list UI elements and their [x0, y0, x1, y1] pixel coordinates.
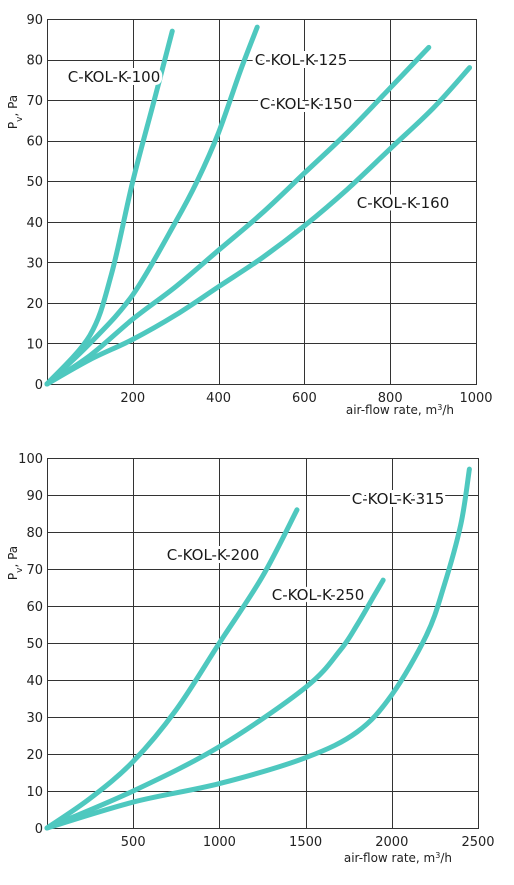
top-y-tick-label: 90 [26, 13, 43, 28]
curve-label-c-kol-k-125: C-KOL-K-125 [255, 51, 348, 69]
curve-c-kol-k-160 [44, 65, 473, 387]
bottom-y-tick-label: 90 [26, 489, 43, 504]
top-x-tick-label: 200 [120, 391, 145, 406]
curve-label-c-kol-k-100: C-KOL-K-100 [68, 68, 161, 86]
top-x-tick-label: 800 [378, 391, 403, 406]
curve-c-kol-k-150 [44, 44, 432, 387]
bottom-y-tick-label: 70 [26, 563, 43, 578]
top-y-tick-label: 60 [26, 135, 43, 150]
top-plot-frame [47, 19, 477, 385]
bottom-y-axis-title: Pv, Pa [6, 546, 25, 580]
top-y-tick-label: 50 [26, 175, 43, 190]
bottom-x-tick-label: 500 [121, 835, 146, 850]
curve-c-kol-k-125 [44, 24, 260, 387]
bottom-y-tick-label: 0 [35, 822, 43, 837]
bottom-x-axis-title: air-flow rate, m3/h [344, 851, 452, 866]
top-y-tick-label: 30 [26, 256, 43, 271]
top-chart: 0 10 20 30 40 50 60 70 80 90 200 400 600 800 1000 C-KOL… [26, 13, 492, 406]
bottom-y-tick-label: 50 [26, 637, 43, 652]
curve-c-kol-k-200 [44, 507, 300, 831]
bottom-y-tick-label: 40 [26, 674, 43, 689]
bottom-y-tick-label: 60 [26, 600, 43, 615]
top-x-tick-label: 400 [206, 391, 231, 406]
curve-c-kol-k-250 [44, 577, 386, 831]
top-x-tick-label: 1000 [459, 391, 492, 406]
bottom-y-tick-label: 20 [26, 748, 43, 763]
top-x-tick-label: 600 [292, 391, 317, 406]
top-y-tick-label: 20 [26, 297, 43, 312]
curve-label-c-kol-k-315: C-KOL-K-315 [352, 490, 445, 508]
bottom-x-tick-label: 2500 [461, 835, 494, 850]
bottom-chart: 0 10 20 30 40 50 60 70 80 90 100 500 1000 1500 2000 250… [18, 452, 494, 850]
top-y-tick-label: 0 [35, 378, 43, 393]
bottom-plot-frame [47, 458, 479, 829]
bottom-x-tick-label: 1500 [289, 835, 322, 850]
bottom-x-tick-label: 2000 [375, 835, 408, 850]
top-y-tick-label: 40 [26, 216, 43, 231]
curve-label-c-kol-k-150: C-KOL-K-150 [260, 95, 353, 113]
bottom-y-tick-label: 80 [26, 526, 43, 541]
top-y-tick-label: 70 [26, 94, 43, 109]
top-x-axis-title: air-flow rate, m3/h [346, 403, 454, 418]
bottom-y-tick-label: 10 [26, 785, 43, 800]
curve-label-c-kol-k-200: C-KOL-K-200 [167, 546, 260, 564]
top-y-tick-label: 10 [26, 337, 43, 352]
curve-c-kol-k-315 [44, 466, 472, 831]
curve-label-c-kol-k-250: C-KOL-K-250 [272, 586, 365, 604]
bottom-y-tick-label: 100 [18, 452, 43, 467]
bottom-x-tick-label: 1000 [203, 835, 236, 850]
top-y-tick-label: 80 [26, 54, 43, 69]
curve-c-kol-k-100 [44, 28, 175, 387]
bottom-y-tick-label: 30 [26, 711, 43, 726]
top-y-axis-title: Pv, Pa [6, 95, 25, 129]
curve-label-c-kol-k-160: C-KOL-K-160 [357, 194, 450, 212]
